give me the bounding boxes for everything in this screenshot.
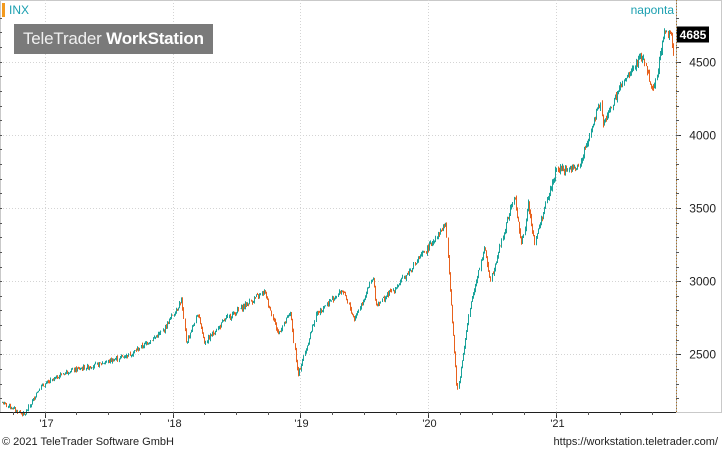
y-tick-label: 4000 — [689, 129, 716, 143]
y-tick-label: 4500 — [689, 56, 716, 70]
x-tick-label: '20 — [422, 418, 436, 430]
x-tick-label: '21 — [550, 418, 564, 430]
x-tick-label: '17 — [39, 418, 53, 430]
brand-logo: TeleTrader WorkStation — [14, 24, 213, 54]
period-label[interactable]: naponta — [630, 3, 674, 17]
copyright-text: © 2021 TeleTrader Software GmbH — [2, 436, 174, 448]
x-tick-label: '18 — [167, 418, 181, 430]
y-tick-label: 3000 — [689, 275, 716, 289]
y-tick-label: 2500 — [689, 348, 716, 362]
x-tick-label: '19 — [294, 418, 308, 430]
brand-light: TeleTrader — [23, 29, 102, 48]
y-tick-label: 3500 — [689, 202, 716, 216]
symbol-label[interactable]: INX — [2, 3, 29, 17]
last-price-tag — [677, 26, 709, 43]
website-link[interactable]: https://workstation.teletrader.com/ — [553, 436, 718, 448]
last-price-value: 4685 — [680, 28, 707, 42]
brand-bold: WorkStation — [106, 29, 204, 48]
